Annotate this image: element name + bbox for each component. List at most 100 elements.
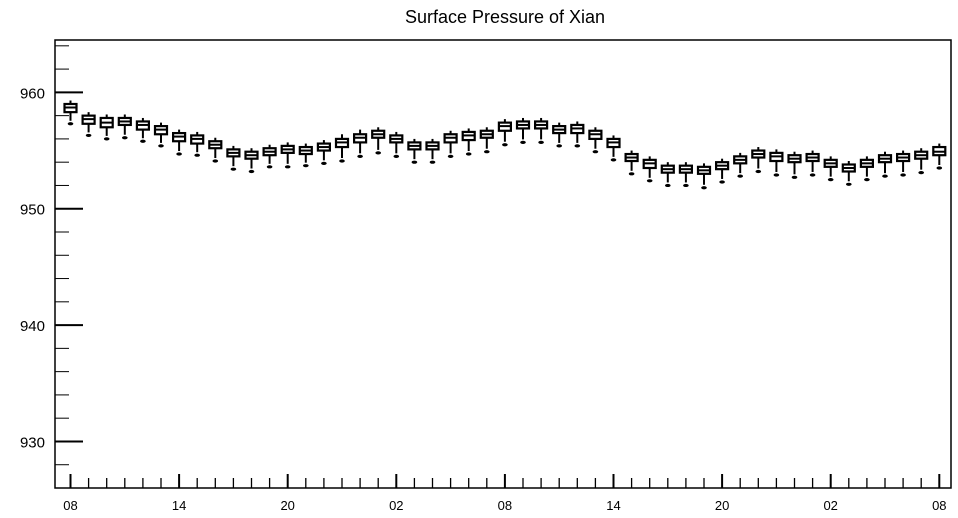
min-marker [194,153,200,157]
box-plot [226,145,241,171]
box-plot [606,135,621,162]
min-marker [665,183,671,188]
x-axis: 08 14 20 02 08 14 20 02 08 [63,474,947,513]
min-marker [429,160,436,164]
min-marker [158,144,164,148]
box-plot [172,129,187,156]
x-tick-label: 02 [823,498,837,513]
min-marker [321,161,327,165]
min-marker [85,133,92,138]
y-tick-label: 940 [20,318,45,335]
box-plot [859,156,875,182]
box-plot [570,121,585,148]
box-plot [769,149,784,177]
min-marker [719,180,725,184]
min-marker [610,158,617,162]
min-marker [827,178,834,182]
box-plot [353,129,368,158]
min-marker [809,173,816,177]
min-marker [592,150,599,154]
plot-frame [54,39,952,489]
min-marker [882,174,888,178]
min-marker [646,179,653,183]
min-marker [122,136,128,140]
x-tick-label: 08 [63,498,77,513]
box-plot [208,137,223,163]
box-plot [117,114,132,140]
x-tick-label: 20 [715,498,729,513]
box-plot [298,143,313,168]
min-marker [266,165,273,169]
box-plot [63,100,78,126]
y-tick-label: 960 [20,85,45,102]
min-marker [737,174,743,178]
box-plot [932,143,947,170]
box-plot [660,162,675,188]
box-plot [81,112,96,138]
box-plot [461,128,476,156]
box-plot [696,163,712,190]
min-marker [447,154,454,158]
box-plot [624,150,639,176]
min-marker [502,143,508,147]
box-plot [316,140,331,165]
box-plot [787,151,802,179]
x-tick-label: 14 [606,498,620,513]
box-plot [407,138,422,164]
box-plot [244,148,259,174]
box-plot [823,156,838,182]
box-plot [443,130,458,158]
min-marker [683,183,689,188]
box-plot [678,162,694,188]
min-marker [574,144,581,148]
min-marker [411,160,418,164]
box-plot [153,122,169,148]
box-plot [99,114,114,141]
min-marker [864,178,870,182]
min-marker [773,173,780,177]
box-plot [733,152,748,178]
min-marker [791,175,798,179]
box-plot [533,117,549,144]
min-marker [556,144,562,148]
min-marker [755,169,762,174]
box-plot [552,122,567,148]
x-tick-label: 08 [498,498,512,513]
min-marker [393,154,400,158]
min-marker [918,171,924,175]
min-marker [484,150,490,154]
min-marker [520,140,526,144]
x-tick-label: 14 [172,498,186,513]
min-marker [176,152,182,156]
min-marker [900,173,906,177]
min-marker [140,139,146,143]
x-tick-label: 20 [280,498,294,513]
box-plot [190,131,205,157]
min-marker [538,140,544,144]
box-plot [751,147,766,174]
box-plot [135,117,150,143]
box-plot [877,151,893,178]
min-marker [212,159,219,163]
min-marker [248,169,255,174]
box-plot [714,158,730,184]
min-marker [628,172,635,176]
x-tick-label: 08 [932,498,946,513]
box-plot [642,156,657,183]
box-plot [425,138,440,164]
box-plot [479,127,494,154]
min-marker [936,166,943,170]
x-tick-label: 02 [389,498,403,513]
min-marker [284,165,291,169]
min-marker [303,164,309,168]
min-marker [846,182,852,186]
y-tick-label: 950 [20,202,45,219]
min-marker [357,154,363,158]
chart-title: Surface Pressure of Xian [405,7,605,27]
box-plot [895,150,911,177]
box-plot [841,161,856,186]
box-plot [588,127,603,154]
box-plot [805,150,820,177]
min-marker [67,122,74,126]
